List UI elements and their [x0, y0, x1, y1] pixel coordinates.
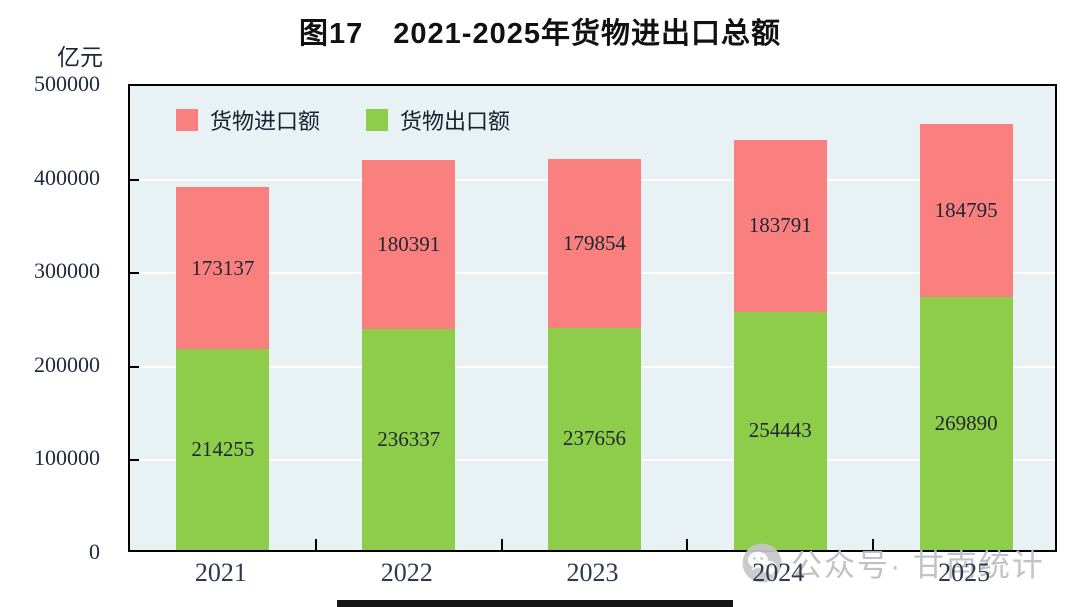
y-axis-tick: [130, 459, 139, 462]
y-tick-label: 400000: [34, 164, 100, 190]
chart-title: 图17 2021-2025年货物进出口总额: [299, 18, 781, 50]
bar-value-label: 254443: [748, 418, 812, 443]
bar-series-container: 214255 173137 236337 180391 237656 179854 2544…: [130, 86, 1055, 550]
y-axis-unit-label: 亿元: [57, 45, 103, 70]
import-segment-2022: 180391: [362, 159, 456, 329]
export-segment-2024: 254443: [733, 311, 827, 550]
y-tick-label: 100000: [34, 445, 100, 471]
bar-value-label: 214255: [191, 437, 255, 462]
import-segment-2023: 179854: [548, 159, 641, 328]
legend-item-import: 货物进口额: [176, 104, 320, 136]
x-tick-label-2023: 2023: [566, 558, 619, 587]
x-tick-label-2025: 2025: [938, 558, 991, 587]
bar-value-label: 179854: [563, 230, 626, 255]
y-axis-tick: [130, 272, 139, 275]
bar-value-label: 173137: [191, 255, 255, 280]
x-axis-tick-labels: 2021 2022 2023 2024 2025: [128, 558, 1057, 594]
export-segment-2023: 237656: [548, 327, 641, 550]
watermark: 公众号· 甘南统计: [742, 540, 1045, 585]
import-segment-2021: 173137: [176, 187, 270, 350]
y-tick-label: 200000: [34, 351, 100, 377]
bar-value-label: 269890: [934, 411, 998, 436]
y-axis-tick-labels: 0 100000 200000 300000 400000 500000: [0, 71, 112, 564]
bar-group-2023: 237656 179854: [548, 159, 641, 550]
import-segment-2024: 183791: [733, 139, 827, 312]
legend-label-export: 货物出口额: [400, 109, 511, 134]
legend-item-export: 货物出口额: [366, 104, 510, 136]
plot-area: 214255 173137 236337 180391 237656 179854 2544…: [128, 84, 1057, 552]
bottom-strip: [337, 600, 733, 607]
export-segment-2021: 214255: [176, 349, 270, 550]
x-axis-tick: [872, 539, 875, 550]
bar-group-2025: 269890 184795: [919, 124, 1013, 550]
wechat-icon: [742, 543, 782, 582]
export-segment-2022: 236337: [362, 328, 456, 550]
bar-value-label: 180391: [377, 231, 441, 256]
y-tick-label: 300000: [34, 258, 100, 284]
legend-label-import: 货物进口额: [210, 109, 321, 134]
watermark-text: 公众号· 甘南统计: [791, 548, 1045, 583]
bar-value-label: 237656: [563, 426, 626, 451]
x-tick-label-2021: 2021: [194, 558, 247, 587]
x-axis-tick: [686, 539, 689, 550]
bar-value-label: 183791: [748, 213, 812, 238]
x-tick-label-2024: 2024: [752, 558, 805, 587]
y-axis-tick: [130, 178, 139, 181]
legend: 货物进口额 货物出口额: [176, 104, 510, 136]
bar-group-2022: 236337 180391: [362, 159, 456, 550]
bar-value-label: 184795: [934, 198, 998, 223]
bar-value-label: 236337: [377, 426, 441, 451]
import-color-swatch-icon: [176, 109, 198, 131]
y-tick-label: 0: [89, 539, 100, 564]
export-color-swatch-icon: [366, 109, 389, 131]
y-axis-tick: [130, 365, 139, 368]
bar-group-2021: 214255 173137: [176, 187, 270, 550]
x-axis-tick: [314, 539, 317, 550]
y-tick-label: 500000: [34, 71, 100, 96]
bar-group-2024: 254443 183791: [733, 139, 827, 550]
x-tick-label-2022: 2022: [380, 558, 433, 587]
export-segment-2025: 269890: [919, 297, 1013, 550]
import-segment-2025: 184795: [919, 124, 1013, 298]
x-axis-tick: [500, 539, 503, 550]
